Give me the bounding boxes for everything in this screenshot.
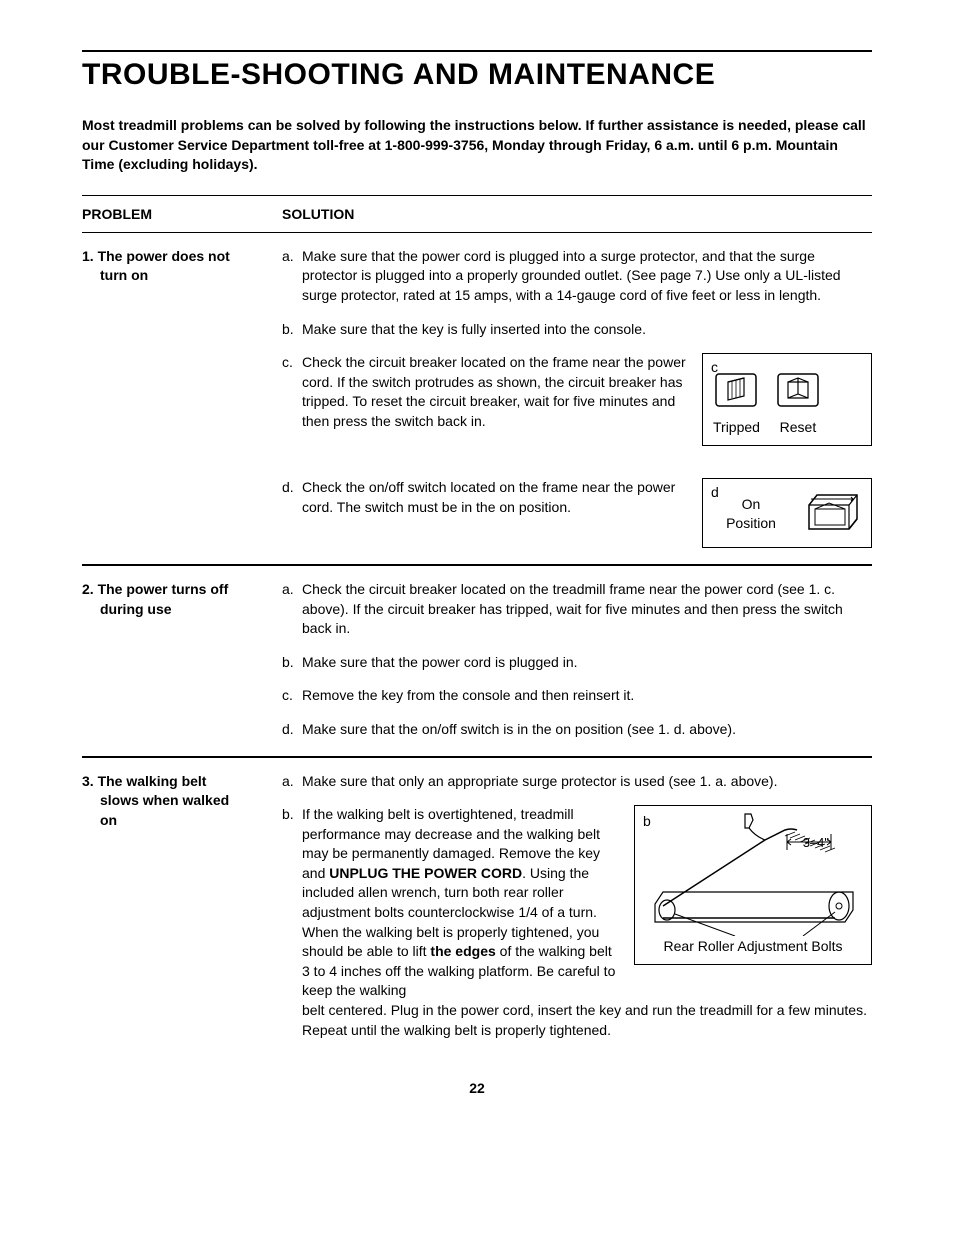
callout-circuit-breaker: c (702, 353, 872, 446)
on-switch-icon (805, 489, 861, 539)
solution-2d: Make sure that the on/off switch is in t… (302, 720, 872, 740)
solution-2b: Make sure that the power cord is plugged… (302, 653, 872, 673)
problem-3-line2: slows when walked (82, 791, 282, 811)
problem-3-line3: on (82, 811, 282, 831)
trouble-section-2: 2. The power turns off during use a. Che… (82, 566, 872, 756)
callout-on-off-switch: d On Position (702, 478, 872, 548)
solution-3a: Make sure that only an appropriate surge… (302, 772, 872, 792)
problem-2-line1: 2. The power turns off (82, 581, 228, 597)
solution-letter: d. (282, 478, 302, 517)
callout-belt-diagram: b (634, 805, 872, 965)
column-header-problem: PROBLEM (82, 206, 282, 222)
column-header-solution: SOLUTION (282, 206, 872, 222)
position-label: Position (713, 514, 789, 534)
trouble-section-3: 3. The walking belt slows when walked on… (82, 758, 872, 1041)
reset-label: Reset (776, 418, 820, 438)
treadmill-diagram-icon (635, 806, 871, 936)
intro-paragraph: Most treadmill problems can be solved by… (82, 116, 872, 175)
solution-2a: Check the circuit breaker located on the… (302, 580, 872, 639)
on-label: On (713, 495, 789, 515)
solution-letter: a. (282, 247, 302, 306)
solution-letter: b. (282, 653, 302, 673)
tripped-switch-icon (714, 370, 758, 416)
problem-1-line1: 1. The power does not (82, 248, 230, 264)
solution-letter: a. (282, 772, 302, 792)
diagram-caption: Rear Roller Adjustment Bolts (635, 937, 871, 957)
tripped-label: Tripped (713, 418, 760, 438)
solution-3b-tail: belt centered. Plug in the power cord, i… (282, 1001, 872, 1040)
solution-letter: c. (282, 353, 302, 431)
callout-letter: d (711, 483, 719, 503)
solution-1d: Check the on/off switch located on the f… (302, 478, 688, 517)
solution-3b-top: If the walking belt is overtightened, tr… (302, 805, 620, 1001)
solution-letter: b. (282, 320, 302, 340)
page-title: TROUBLE-SHOOTING AND MAINTENANCE (82, 58, 872, 92)
solution-1a: Make sure that the power cord is plugged… (302, 247, 872, 306)
solution-letter: b. (282, 805, 302, 1001)
solution-2c: Remove the key from the console and then… (302, 686, 872, 706)
reset-switch-icon (776, 370, 820, 416)
solution-1b: Make sure that the key is fully inserted… (302, 320, 872, 340)
solution-letter: c. (282, 686, 302, 706)
problem-1-line2: turn on (82, 266, 282, 286)
trouble-section-1: 1. The power does not turn on a. Make su… (82, 233, 872, 564)
solution-letter: a. (282, 580, 302, 639)
page-number: 22 (82, 1080, 872, 1096)
solution-letter: d. (282, 720, 302, 740)
problem-2-line2: during use (82, 600, 282, 620)
dimension-label: 3–4" (803, 834, 829, 852)
problem-3-line1: 3. The walking belt (82, 773, 206, 789)
solution-1c: Check the circuit breaker located on the… (302, 353, 688, 431)
callout-letter: c (711, 358, 718, 378)
